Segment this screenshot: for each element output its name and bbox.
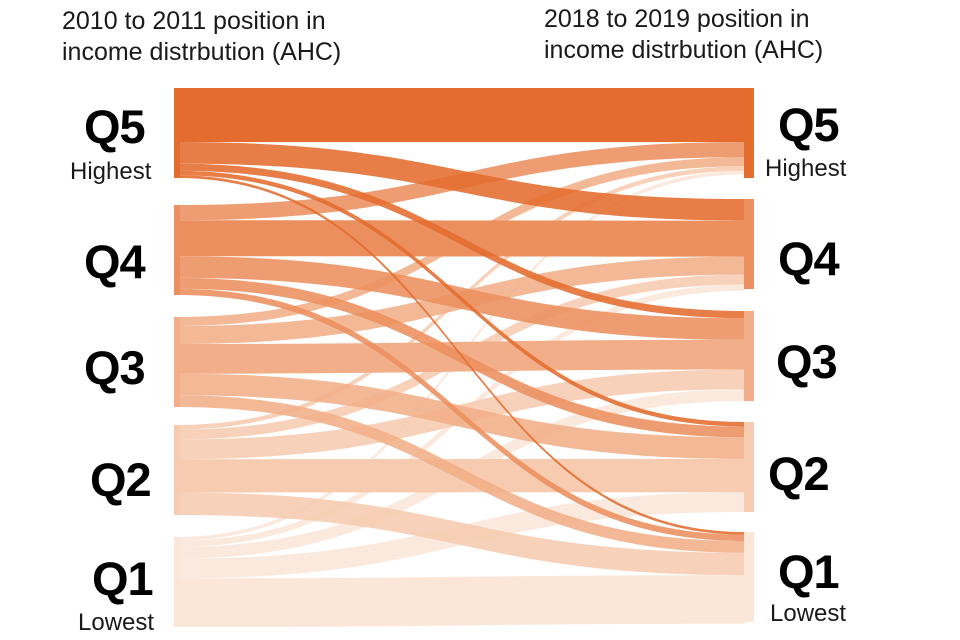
flow-q5-to-q3 bbox=[177, 163, 745, 319]
left-axis-title-line: 2010 to 2011 position in bbox=[62, 7, 326, 35]
right-node-q2 bbox=[744, 422, 754, 512]
right-axis-title-line: income distrbution (AHC) bbox=[544, 36, 824, 64]
flow-q4-to-q1 bbox=[177, 288, 745, 541]
left-label-q1: Q1 bbox=[92, 552, 154, 605]
left-node-q4 bbox=[174, 205, 180, 295]
right-label-q3: Q3 bbox=[776, 335, 838, 388]
flow-q4-to-q2 bbox=[177, 277, 745, 438]
flow-q1-to-q1 bbox=[177, 575, 745, 627]
flow-q3-to-q1 bbox=[177, 395, 745, 553]
right-label-q2: Q2 bbox=[768, 447, 830, 500]
left-node-q5 bbox=[174, 88, 180, 178]
flow-q2-to-q1 bbox=[177, 492, 745, 576]
right-axis-title: 2018 to 2019 position in income distrbut… bbox=[544, 4, 823, 66]
left-label-q5-sub: Highest bbox=[70, 158, 152, 185]
flow-q5-to-q2 bbox=[177, 170, 745, 427]
right-label-q1: Q1 bbox=[778, 545, 840, 598]
left-node-q1 bbox=[174, 537, 180, 627]
left-label-q5: Q5 bbox=[84, 100, 146, 153]
left-label-q1-sub: Lowest bbox=[78, 609, 155, 636]
right-node-q1 bbox=[744, 532, 754, 622]
right-label-q5: Q5 bbox=[778, 98, 840, 151]
right-node-q4 bbox=[744, 199, 754, 289]
left-axis-title: 2010 to 2011 position in income distrbut… bbox=[62, 6, 341, 68]
right-node-q3 bbox=[744, 311, 754, 401]
left-label-q2: Q2 bbox=[90, 453, 152, 506]
right-label-q4: Q4 bbox=[778, 232, 840, 285]
right-node-q5 bbox=[744, 88, 754, 178]
right-label-q5-sub: Highest bbox=[765, 155, 847, 182]
left-label-q4: Q4 bbox=[84, 235, 146, 288]
flow-q5-to-q5 bbox=[177, 88, 745, 142]
left-node-q2 bbox=[174, 425, 180, 515]
right-axis-title-line: 2018 to 2019 position in bbox=[544, 5, 810, 33]
left-label-q3: Q3 bbox=[84, 341, 146, 394]
flow-q5-to-q4 bbox=[177, 142, 745, 221]
left-axis-title-line: income distrbution (AHC) bbox=[62, 38, 342, 66]
right-label-q1-sub: Lowest bbox=[770, 600, 847, 627]
left-node-q3 bbox=[174, 317, 180, 407]
flow-q5-to-q1 bbox=[177, 175, 745, 535]
